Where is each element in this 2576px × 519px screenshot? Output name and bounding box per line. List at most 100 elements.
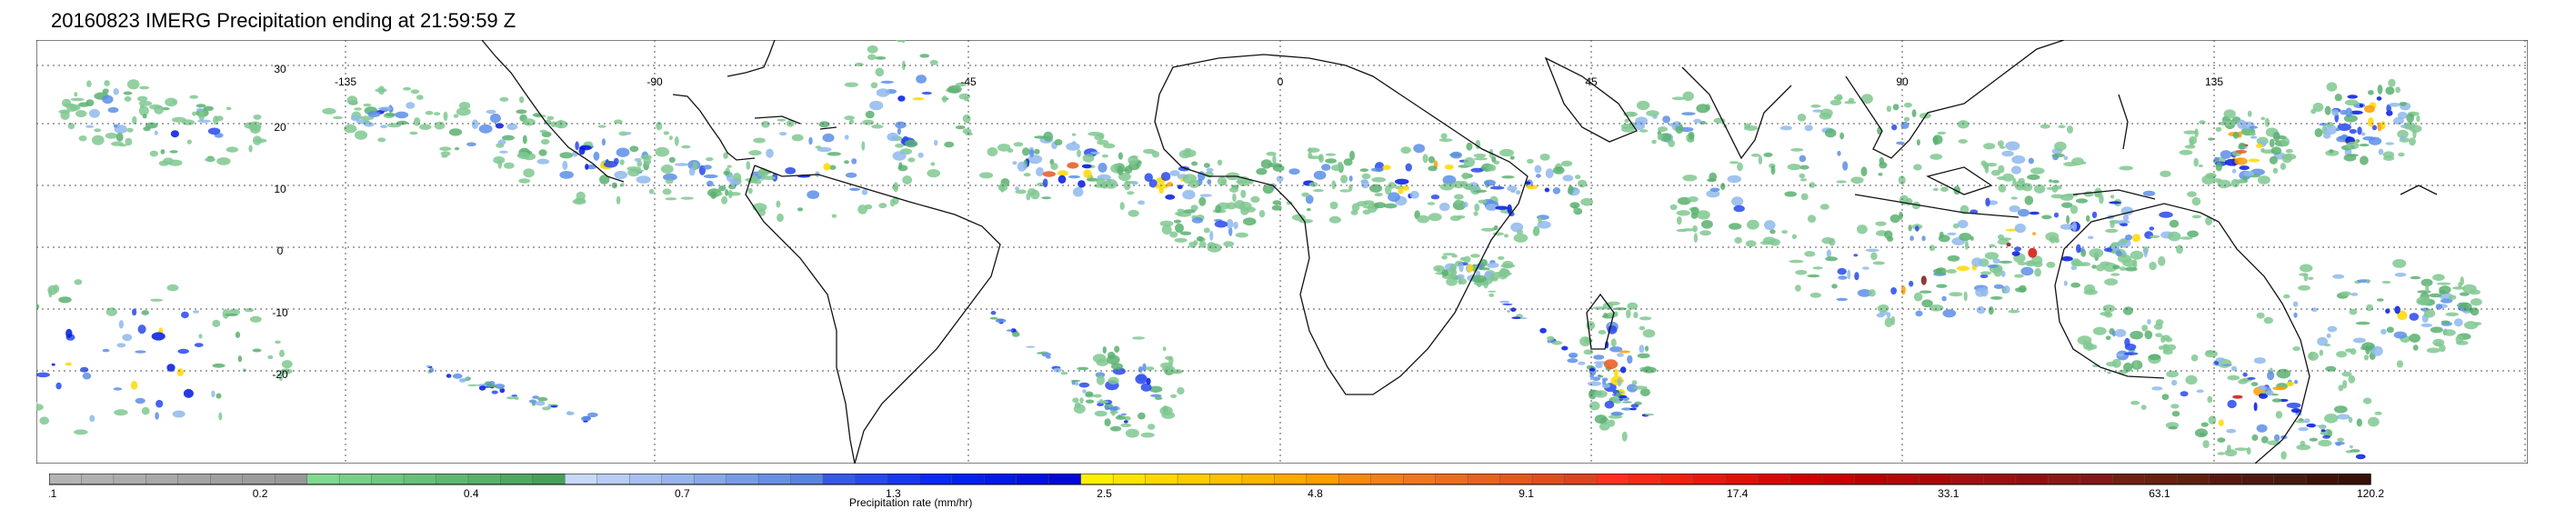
colorbar-cell — [1241, 474, 1276, 485]
lat-label: 20 — [274, 121, 286, 134]
colorbar-tick-label: 33.1 — [1938, 487, 1960, 500]
colorbar-cell — [532, 474, 566, 485]
colorbar-label: Precipitation rate (mm/hr) — [849, 496, 972, 509]
colorbar-cell — [436, 474, 469, 485]
colorbar-cell — [242, 474, 276, 485]
colorbar-cell — [467, 474, 502, 485]
colorbar-cell — [1596, 474, 1630, 485]
colorbar-cell — [629, 474, 663, 485]
precipitation-layer — [36, 40, 2482, 460]
colorbar-cell — [306, 474, 340, 485]
colorbar-cell — [661, 474, 695, 485]
colorbar-cell — [1564, 474, 1598, 485]
lon-label: -135 — [335, 75, 356, 88]
colorbar-cell — [1403, 474, 1437, 485]
colorbar-cell — [2240, 474, 2275, 485]
colorbar-cell — [1435, 474, 1468, 485]
coastlines — [481, 40, 2438, 464]
colorbar-tick-label: 4.8 — [1308, 487, 1323, 500]
lon-label: -90 — [647, 75, 663, 88]
lat-label: 0 — [277, 245, 284, 257]
colorbar-tick-label: 1.3 — [886, 487, 901, 500]
colorbar-tick-label: 120.2 — [2357, 487, 2384, 500]
colorbar-cell — [1338, 474, 1372, 485]
colorbar-cell — [1758, 474, 1791, 485]
colorbar-cell — [113, 474, 147, 485]
colorbar-cell — [1789, 474, 1823, 485]
colorbar-cell — [1370, 474, 1404, 485]
colorbar-cell — [951, 474, 985, 485]
colorbar-cell — [1822, 474, 1856, 485]
colorbar-tick-labels: 0.1 0.2 0.4 0.7 1.3 2.5 4.8 9.1 17.4 33.1 63.1 120.… — [49, 487, 2384, 500]
colorbar-tick-label: 9.1 — [1519, 487, 1534, 500]
colorbar-cell — [1854, 474, 1888, 485]
lon-label: 0 — [1278, 75, 1284, 88]
colorbar-cell — [565, 474, 598, 485]
colorbar-cell — [1177, 474, 1211, 485]
colorbar: 0.1 0.2 0.4 0.7 1.3 2.5 4.8 9.1 17.4 33.1 63.1 120.… — [49, 474, 2384, 509]
colorbar-cells — [49, 474, 2371, 485]
colorbar-cell — [1983, 474, 2017, 485]
lon-label: 90 — [1896, 75, 1909, 88]
map-title: 20160823 IMERG Precipitation ending at 2… — [51, 9, 516, 32]
colorbar-cell — [81, 474, 115, 485]
colorbar-cell — [1886, 474, 1920, 485]
colorbar-cell — [177, 474, 211, 485]
colorbar-tick-label: 0.1 — [49, 487, 57, 500]
colorbar-cell — [1629, 474, 1662, 485]
colorbar-cell — [2112, 474, 2146, 485]
colorbar-cell — [2048, 474, 2081, 485]
colorbar-cell — [403, 474, 437, 485]
colorbar-tick-label: 0.4 — [464, 487, 479, 500]
colorbar-tick-label: 0.7 — [675, 487, 690, 500]
colorbar-cell — [210, 474, 244, 485]
colorbar-cell — [1725, 474, 1759, 485]
colorbar-cell — [1016, 474, 1049, 485]
colorbar-tick-label: 63.1 — [2149, 487, 2170, 500]
colorbar-cell — [1145, 474, 1178, 485]
colorbar-cell — [596, 474, 630, 485]
colorbar-cell — [2015, 474, 2050, 485]
colorbar-tick-label: 0.2 — [253, 487, 268, 500]
colorbar-cell — [1306, 474, 1340, 485]
colorbar-cell — [2177, 474, 2210, 485]
colorbar-cell — [2338, 474, 2371, 485]
colorbar-cell — [1209, 474, 1243, 485]
colorbar-cell — [2209, 474, 2242, 485]
colorbar-cell — [275, 474, 308, 485]
colorbar-cell — [338, 474, 373, 485]
colorbar-cell — [371, 474, 405, 485]
lat-label: -10 — [272, 306, 288, 319]
colorbar-cell — [855, 474, 888, 485]
colorbar-cell — [2144, 474, 2178, 485]
colorbar-cell — [822, 474, 857, 485]
colorbar-cell — [1950, 474, 1985, 485]
colorbar-cell — [1693, 474, 1727, 485]
colorbar-cell — [500, 474, 534, 485]
lat-label: -20 — [272, 368, 288, 381]
colorbar-tick-label: 2.5 — [1097, 487, 1112, 500]
colorbar-cell — [49, 474, 83, 485]
colorbar-cell — [1080, 474, 1114, 485]
colorbar-cell — [145, 474, 179, 485]
lon-label: 135 — [2205, 75, 2223, 88]
colorbar-cell — [693, 474, 727, 485]
colorbar-cell — [1112, 474, 1147, 485]
colorbar-cell — [1660, 474, 1695, 485]
colorbar-tick-label: 17.4 — [1727, 487, 1749, 500]
lat-label: 30 — [274, 63, 286, 75]
colorbar-cell — [1274, 474, 1308, 485]
lon-label: 45 — [1585, 75, 1598, 88]
colorbar-cell — [1499, 474, 1533, 485]
lat-label: 10 — [274, 183, 286, 195]
colorbar-cell — [1467, 474, 1501, 485]
colorbar-cell — [2273, 474, 2307, 485]
colorbar-cell — [984, 474, 1017, 485]
colorbar-cell — [1048, 474, 1082, 485]
colorbar-cell — [2080, 474, 2114, 485]
colorbar-cell — [790, 474, 824, 485]
colorbar-cell — [887, 474, 921, 485]
colorbar-cell — [2305, 474, 2340, 485]
